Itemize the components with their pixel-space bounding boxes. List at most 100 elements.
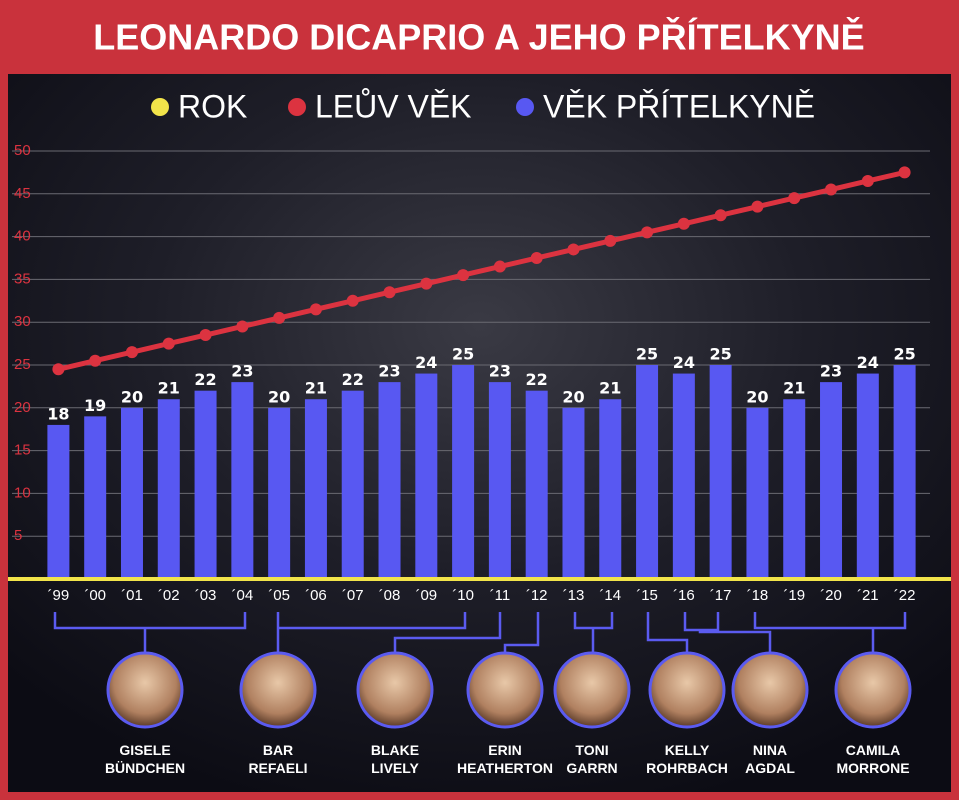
x-tick-label: ´09 <box>415 587 437 604</box>
age-marker <box>125 346 138 359</box>
x-tick-label: ´10 <box>452 587 474 604</box>
value-label: 22 <box>526 370 548 389</box>
x-tick-label: ´05 <box>268 587 290 604</box>
girlfriend-name: NINA AGDAL <box>745 742 795 776</box>
age-marker <box>383 286 396 299</box>
age-marker <box>52 363 65 376</box>
legend-dot <box>151 98 169 116</box>
x-tick-label: ´22 <box>894 587 916 604</box>
connector <box>53 612 247 652</box>
legend-label: ROK <box>178 88 247 124</box>
value-label: 25 <box>636 345 658 364</box>
age-marker <box>714 209 727 222</box>
bar <box>194 390 217 579</box>
x-tick-label: ´03 <box>195 587 217 604</box>
bar <box>452 365 475 579</box>
age-marker <box>457 269 470 282</box>
x-tick-label: ´14 <box>599 587 621 604</box>
value-label: 24 <box>857 353 879 372</box>
age-marker <box>898 166 911 179</box>
value-label: 20 <box>268 387 290 406</box>
y-tick-label: 45 <box>14 185 31 202</box>
bar <box>672 373 695 579</box>
y-tick-label: 5 <box>14 527 22 544</box>
value-label: 25 <box>452 345 474 364</box>
bar <box>636 365 659 579</box>
y-tick-label: 30 <box>14 313 31 330</box>
bar <box>157 399 180 579</box>
chart-title: LEONARDO DICAPRIO A JEHO PŘÍTELKYNĚ <box>93 16 864 58</box>
age-marker <box>861 174 874 187</box>
age-marker <box>530 252 543 264</box>
value-label: 20 <box>746 387 768 406</box>
girlfriend-name: ERIN HEATHERTON <box>457 742 553 776</box>
photo <box>106 651 184 729</box>
girlfriend-name: TONI GARRN <box>566 742 618 776</box>
connector <box>503 612 540 652</box>
value-label: 20 <box>562 387 584 406</box>
value-label: 20 <box>121 387 143 406</box>
bar <box>562 407 585 579</box>
value-label: 19 <box>84 396 106 415</box>
x-tick-label: ´01 <box>121 587 143 604</box>
bar <box>893 365 916 579</box>
legend-label: LEŮV VĚK <box>315 88 472 124</box>
legend-dot <box>288 98 306 116</box>
value-label: 22 <box>342 370 364 389</box>
age-marker <box>236 320 249 333</box>
photo <box>834 651 912 729</box>
photo <box>648 651 726 729</box>
bar <box>341 390 364 579</box>
age-marker <box>677 217 690 230</box>
age-marker <box>346 294 359 307</box>
bar <box>378 382 401 579</box>
bar <box>304 399 327 579</box>
girlfriend-name: CAMILA MORRONE <box>836 742 910 776</box>
connector <box>753 612 907 652</box>
bar <box>599 399 622 579</box>
age-marker <box>493 260 506 273</box>
photo <box>356 651 434 729</box>
value-label: 24 <box>415 353 437 372</box>
y-tick-label: 50 <box>14 142 31 159</box>
value-label: 25 <box>710 345 732 364</box>
age-line <box>57 169 906 372</box>
photo <box>239 651 317 729</box>
bar <box>709 365 732 579</box>
age-marker <box>162 337 175 350</box>
photo <box>466 651 544 729</box>
bar <box>415 373 438 579</box>
age-marker <box>567 243 580 256</box>
age-marker <box>199 329 212 342</box>
value-label: 21 <box>599 379 621 398</box>
connectors <box>53 612 907 652</box>
photo <box>553 651 631 729</box>
value-label: 21 <box>305 379 327 398</box>
y-tick-label: 15 <box>14 442 31 459</box>
x-tick-label: ´21 <box>857 587 879 604</box>
x-tick-label: ´04 <box>232 587 254 604</box>
bar <box>231 382 254 579</box>
y-tick-label: 35 <box>14 270 31 287</box>
y-tick-label: 40 <box>14 228 31 245</box>
age-marker <box>273 311 286 324</box>
age-marker <box>825 183 838 196</box>
x-tick-label: ´18 <box>747 587 769 604</box>
legend-label: VĚK PŘÍTELKYNĚ <box>543 88 815 124</box>
girlfriend-name: BLAKE LIVELY <box>370 742 420 776</box>
connector <box>393 612 502 652</box>
age-marker <box>309 303 322 316</box>
bar <box>84 416 107 579</box>
y-tick-label: 10 <box>14 484 31 501</box>
bar <box>820 382 843 579</box>
x-tick-label: ´16 <box>673 587 695 604</box>
x-tick-label: ´06 <box>305 587 327 604</box>
age-marker <box>604 234 617 247</box>
connector <box>276 612 467 652</box>
y-tick-label: 20 <box>14 399 31 416</box>
bar <box>47 424 70 579</box>
connector <box>573 612 614 652</box>
x-tick-label: ´19 <box>783 587 805 604</box>
x-tick-label: ´17 <box>710 587 732 604</box>
girlfriend-name: KELLY ROHRBACH <box>646 742 728 776</box>
